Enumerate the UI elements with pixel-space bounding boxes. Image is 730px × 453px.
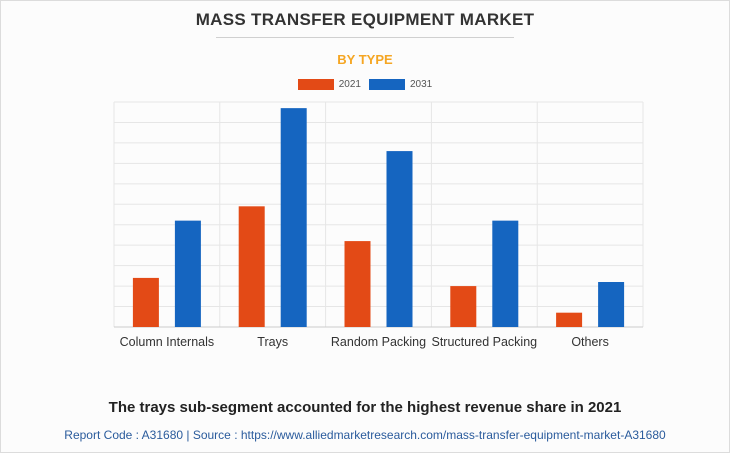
- bar-2031-random-packing: [386, 151, 413, 327]
- bar-2021-trays: [238, 206, 265, 327]
- chart-title: MASS TRANSFER EQUIPMENT MARKET: [195, 10, 535, 29]
- bar-2021-random-packing: [344, 241, 371, 327]
- chart-caption: The trays sub-segment accounted for the …: [108, 399, 622, 416]
- legend-item-2031[interactable]: 2031: [369, 79, 432, 90]
- bar-2021-structured-packing: [450, 286, 477, 327]
- legend-swatch-2021: [297, 79, 334, 90]
- x-tick-label: Structured Packing: [431, 335, 537, 349]
- bar-2021-others: [556, 312, 583, 327]
- legend-item-2021[interactable]: 2021: [297, 79, 361, 90]
- chart-legend: 2021 2031: [0, 79, 730, 90]
- x-tick-label: Column Internals: [120, 335, 215, 349]
- legend-swatch-2031: [369, 79, 405, 90]
- legend-label-2021: 2021: [338, 79, 361, 90]
- bar-2021-column-internals: [132, 277, 159, 327]
- chart-subtitle: BY TYPE: [337, 52, 393, 67]
- x-tick-label: Trays: [257, 335, 288, 349]
- report-source-footer[interactable]: Report Code : A31680 | Source : https://…: [64, 428, 666, 442]
- bar-2031-trays: [280, 108, 307, 328]
- x-tick-label: Random Packing: [331, 335, 426, 349]
- title-divider: [216, 37, 514, 38]
- legend-label-2031: 2031: [410, 79, 433, 90]
- bar-2031-column-internals: [174, 220, 201, 327]
- bar-2031-others: [598, 282, 625, 327]
- bar-2031-structured-packing: [492, 220, 519, 327]
- x-tick-label: Others: [571, 335, 609, 349]
